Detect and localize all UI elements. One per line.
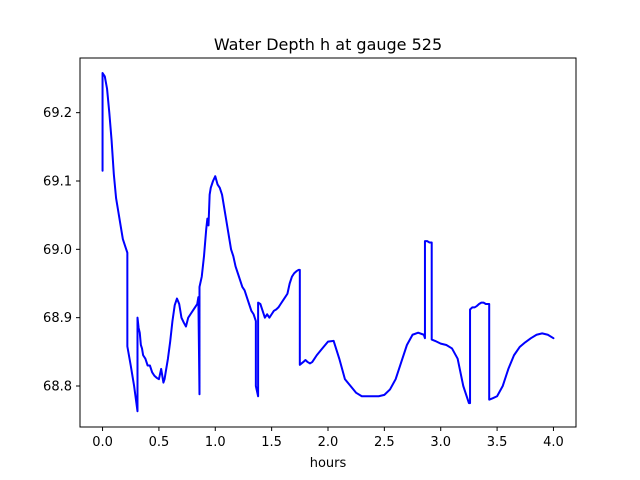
x-tick-label: 1.5 (261, 435, 282, 450)
x-tick-label: 4.0 (543, 435, 564, 450)
x-tick-label: 0.5 (149, 435, 170, 450)
y-tick-label: 69.2 (43, 106, 72, 121)
x-tick-label: 1.0 (205, 435, 226, 450)
plot-area (101, 72, 555, 413)
series-line (101, 72, 555, 413)
x-tick-label: 2.5 (374, 435, 395, 450)
chart-title: Water Depth h at gauge 525 (214, 35, 442, 54)
y-axis-ticks: 68.8 68.9 69.0 69.1 69.2 (43, 106, 80, 395)
x-tick-label: 0.0 (92, 435, 113, 450)
x-tick-label: 2.0 (318, 435, 339, 450)
y-tick-label: 68.9 (43, 311, 72, 326)
x-tick-label: 3.5 (487, 435, 508, 450)
x-axis-ticks: 0.0 0.5 1.0 1.5 2.0 2.5 3.0 3.5 4.0 (92, 427, 564, 450)
y-tick-label: 68.8 (43, 380, 72, 395)
y-tick-label: 69.0 (43, 243, 72, 258)
y-tick-label: 69.1 (43, 175, 72, 190)
x-axis-label: hours (310, 456, 347, 471)
x-tick-label: 3.0 (430, 435, 451, 450)
